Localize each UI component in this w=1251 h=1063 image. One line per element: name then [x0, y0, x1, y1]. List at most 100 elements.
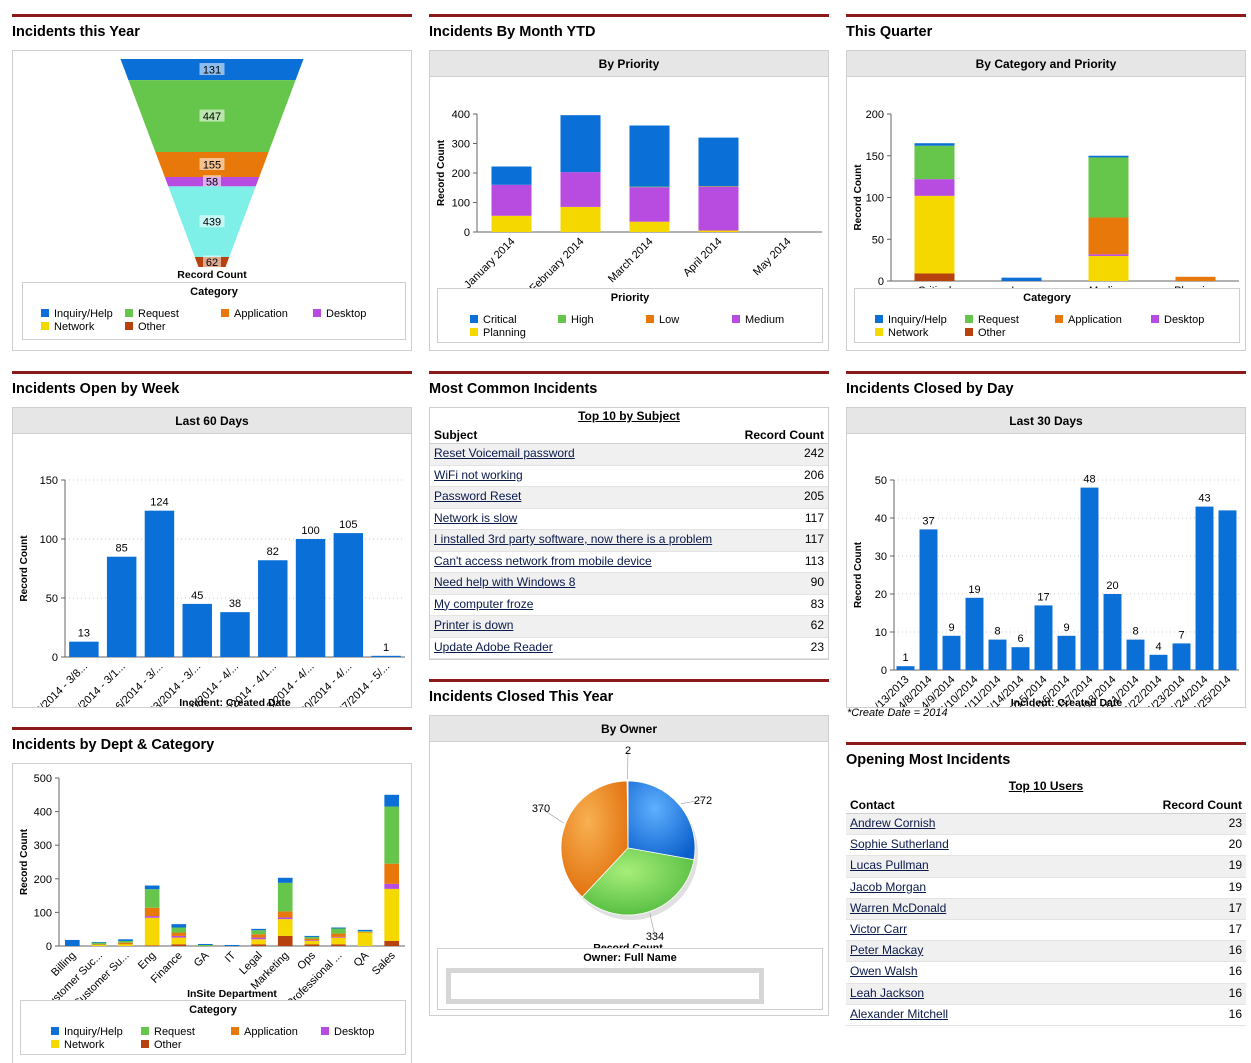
bar-segment[interactable] — [304, 935, 320, 937]
bar-segment[interactable] — [224, 944, 240, 946]
bar-segment[interactable] — [251, 937, 266, 940]
legend-item-application[interactable]: Application — [221, 308, 288, 320]
bar[interactable] — [144, 510, 175, 657]
bar-segment[interactable] — [251, 928, 266, 931]
bar[interactable] — [1126, 639, 1145, 670]
legend-item-inquiry[interactable]: Inquiry/Help — [41, 308, 113, 320]
bar-segment[interactable] — [331, 927, 346, 929]
bar-segment[interactable] — [277, 935, 293, 946]
row-link[interactable]: Andrew Cornish — [850, 816, 936, 830]
bar[interactable] — [896, 666, 915, 670]
row-link[interactable]: I installed 3rd party software, now ther… — [434, 532, 713, 546]
bar-segment[interactable] — [171, 935, 187, 938]
legend-item-request[interactable]: Request — [141, 1026, 195, 1038]
row-link[interactable]: Peter Mackay — [850, 943, 924, 958]
bar[interactable] — [1011, 647, 1030, 670]
bar-segment[interactable] — [491, 166, 532, 185]
bar-segment[interactable] — [357, 929, 373, 932]
bar-segment[interactable] — [1088, 255, 1129, 281]
component-title[interactable]: Incidents By Month YTD — [429, 14, 829, 52]
bar-segment[interactable] — [277, 911, 293, 918]
bar-segment[interactable] — [357, 932, 373, 946]
legend-item-high[interactable]: High — [558, 314, 594, 326]
owner-pie-chart[interactable]: 272 334 370 2 Record Count — [430, 743, 828, 953]
legend-item-request[interactable]: Request — [965, 314, 1019, 326]
bar-segment[interactable] — [144, 907, 160, 917]
bar-segment[interactable] — [171, 937, 187, 945]
component-title[interactable]: Incidents Closed by Day — [846, 371, 1246, 409]
closed-day-bar-chart[interactable]: 01020304050111/13/2013374/8/201494/9/201… — [847, 435, 1245, 707]
bar-segment[interactable] — [251, 934, 266, 938]
row-link[interactable]: Reset Voicemail password — [434, 446, 575, 460]
bar[interactable] — [182, 603, 212, 657]
bar-segment[interactable] — [144, 917, 160, 946]
row-link[interactable]: Need help with Windows 8 — [434, 575, 576, 589]
legend-item-application[interactable]: Application — [231, 1026, 298, 1038]
bar-segment[interactable] — [144, 889, 160, 908]
column-header-label[interactable]: Subject — [434, 428, 478, 442]
row-link[interactable]: Warren McDonald — [850, 900, 947, 915]
bar-segment[interactable] — [384, 863, 400, 884]
bar-segment[interactable] — [629, 186, 670, 188]
bar[interactable] — [333, 533, 364, 657]
legend-item-desktop[interactable]: Desktop — [313, 308, 366, 320]
table-title[interactable]: Top 10 Users — [1008, 779, 1084, 793]
bar[interactable] — [106, 556, 137, 657]
component-title[interactable]: Incidents by Dept & Category — [12, 727, 412, 765]
legend-item-inquiry[interactable]: Inquiry/Help — [875, 314, 947, 326]
bar-segment[interactable] — [251, 939, 266, 945]
bar[interactable] — [371, 655, 401, 657]
bar-segment[interactable] — [144, 945, 160, 946]
bar-segment[interactable] — [331, 928, 346, 934]
pie-slice[interactable] — [581, 847, 695, 916]
bar[interactable] — [919, 529, 938, 670]
bar-segment[interactable] — [64, 939, 80, 946]
bar-segment[interactable] — [251, 930, 266, 935]
bar-segment[interactable] — [698, 186, 739, 231]
bar-segment[interactable] — [384, 940, 400, 946]
bar-segment[interactable] — [91, 944, 107, 945]
row-link[interactable]: Owen Walsh — [850, 964, 918, 979]
bar-segment[interactable] — [251, 944, 266, 946]
bar[interactable] — [69, 641, 99, 657]
bar-segment[interactable] — [698, 186, 739, 187]
component-title[interactable]: Incidents Closed This Year — [429, 679, 829, 717]
bar[interactable] — [220, 612, 250, 657]
owner-legend-scroll-box[interactable] — [446, 968, 764, 1004]
legend-item-inquiry[interactable]: Inquiry/Help — [51, 1026, 123, 1038]
bar-segment[interactable] — [304, 936, 320, 939]
bar[interactable] — [1034, 605, 1053, 670]
legend-item-other[interactable]: Other — [141, 1039, 182, 1051]
bar-segment[interactable] — [277, 917, 293, 920]
bar-segment[interactable] — [171, 944, 187, 946]
bar[interactable] — [295, 539, 326, 657]
bar-segment[interactable] — [491, 184, 532, 216]
bar-segment[interactable] — [91, 944, 107, 946]
legend-item-other[interactable]: Other — [125, 321, 166, 333]
legend-item-planning[interactable]: Planning — [470, 327, 526, 339]
row-link[interactable]: Password Reset — [434, 489, 522, 503]
column-header-count[interactable]: Record Count — [1162, 798, 1242, 812]
bar-segment[interactable] — [1175, 276, 1216, 281]
bar-segment[interactable] — [171, 932, 187, 936]
bar[interactable] — [965, 597, 984, 670]
month-bar-chart[interactable]: 0 100 200 300 400 January 2014 February 2014 Ma… — [430, 78, 828, 290]
pie-slice[interactable] — [560, 780, 629, 898]
bar-segment[interactable] — [144, 885, 160, 890]
bar[interactable] — [1080, 487, 1099, 670]
component-title[interactable]: Opening Most Incidents — [846, 742, 1246, 780]
bar-segment[interactable] — [277, 919, 293, 936]
bar-segment[interactable] — [357, 931, 373, 932]
bar-segment[interactable] — [304, 940, 320, 941]
bar-segment[interactable] — [331, 933, 346, 937]
row-link[interactable]: Printer is down — [434, 618, 514, 632]
bar-segment[interactable] — [1001, 277, 1042, 281]
bar-segment[interactable] — [198, 943, 213, 945]
bar-segment[interactable] — [277, 882, 293, 912]
bar[interactable] — [988, 639, 1007, 670]
row-link[interactable]: Victor Carr — [850, 921, 908, 936]
component-title[interactable]: Most Common Incidents — [429, 371, 829, 409]
bar-segment[interactable] — [698, 230, 739, 232]
